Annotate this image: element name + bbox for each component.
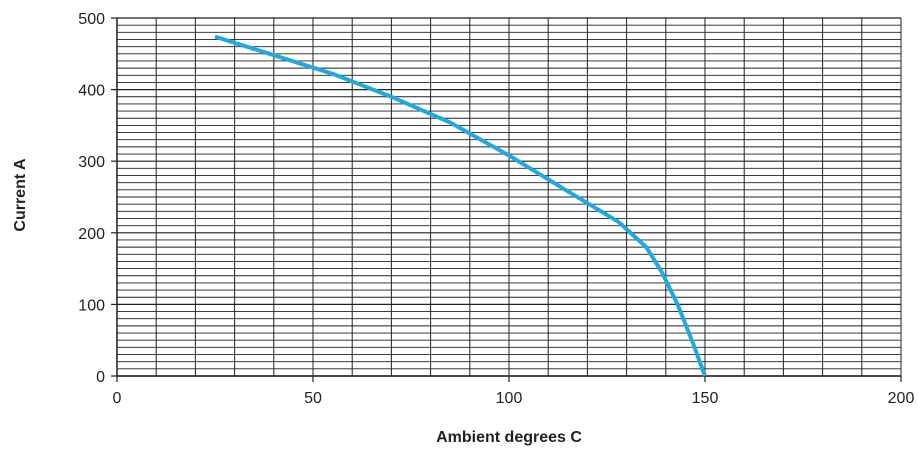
y-tick-label: 400 — [78, 83, 105, 100]
y-axis-title: Current A — [12, 158, 29, 232]
x-tick-label: 150 — [692, 390, 719, 407]
x-tick-label: 50 — [304, 390, 322, 407]
series-layer — [214, 34, 707, 377]
y-tick-label: 0 — [96, 369, 105, 386]
grid — [116, 17, 902, 377]
tick-labels: 0 50 100 150 200 0 100 200 300 400 500 — [78, 11, 914, 407]
y-tick-label: 200 — [78, 226, 105, 243]
x-tick-label: 200 — [888, 390, 915, 407]
x-tick-label: 100 — [496, 390, 523, 407]
y-tick-label: 300 — [78, 154, 105, 171]
y-tick-label: 500 — [78, 11, 105, 28]
series-line — [214, 34, 707, 377]
x-axis-title: Ambient degrees C — [436, 429, 582, 446]
x-tick-label: 0 — [113, 390, 122, 407]
y-tick-label: 100 — [78, 297, 105, 314]
